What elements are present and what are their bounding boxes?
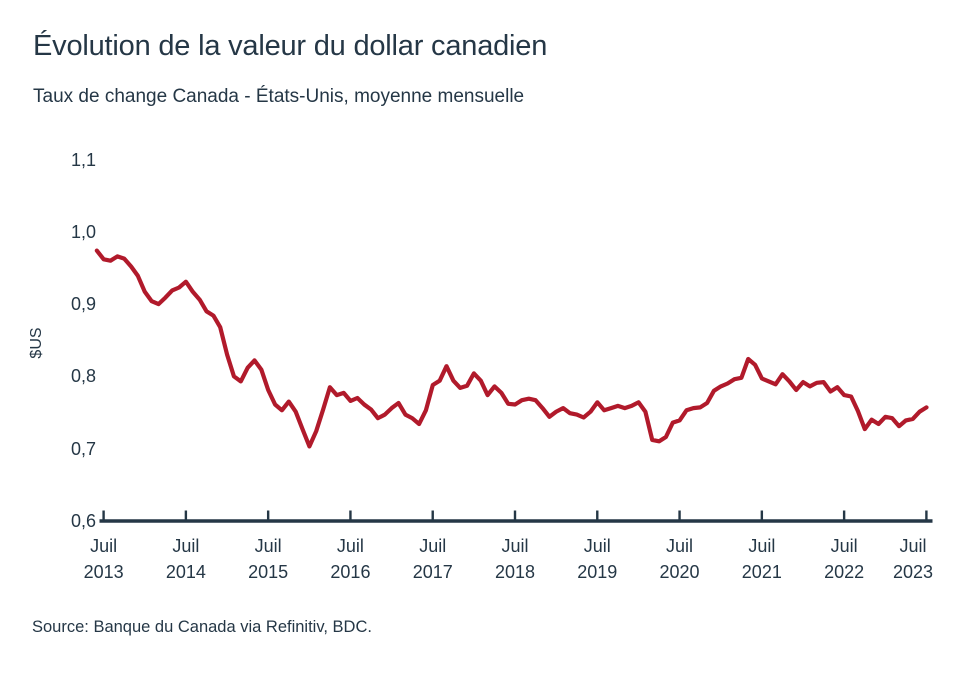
x-tick-month: Juil [90, 536, 118, 556]
x-tick-month: Juil [419, 536, 447, 556]
y-tick-label: 0,8 [70, 366, 96, 387]
exchange-rate-line [94, 248, 929, 449]
x-tick-year: 2019 [577, 562, 618, 582]
x-tick-month: Juil [583, 536, 611, 556]
x-tick-label: Juil 2023 [867, 536, 959, 582]
x-tick-label: Juil 2022 [798, 536, 890, 582]
x-tick-label: Juil 2014 [140, 536, 232, 582]
y-tick-label: 1,1 [70, 149, 96, 170]
x-tick-year: 2015 [248, 562, 289, 582]
x-tick-month: Juil [336, 536, 364, 556]
x-tick-month: Juil [501, 536, 529, 556]
chart-subtitle: Taux de change Canada - États-Unis, moye… [33, 86, 525, 107]
chart-title: Évolution de la valeur du dollar canadie… [33, 30, 548, 62]
x-tick-label: Juil 2013 [58, 536, 150, 582]
x-tick-label: Juil 2021 [716, 536, 808, 582]
x-tick-label: Juil 2020 [634, 536, 726, 582]
x-tick-year: 2017 [412, 562, 453, 582]
x-tick-label: Juil 2017 [387, 536, 479, 582]
x-tick-month: Juil [748, 536, 776, 556]
x-tick-year: 2021 [741, 562, 782, 582]
x-tick-year: 2013 [83, 562, 124, 582]
x-tick-month: Juil [254, 536, 282, 556]
x-tick-year: 2016 [330, 562, 371, 582]
x-tick-label: Juil 2016 [304, 536, 396, 582]
y-tick-label: 0,9 [70, 294, 96, 315]
x-tick-year: 2023 [892, 562, 934, 582]
x-tick-month: Juil [666, 536, 694, 556]
x-tick-year: 2022 [824, 562, 865, 582]
x-tick-month: Juil [830, 536, 858, 556]
x-tick-label: Juil 2018 [469, 536, 561, 582]
x-tick-year: 2020 [659, 562, 700, 582]
chart-source: Source: Banque du Canada via Refinitiv, … [32, 618, 372, 636]
x-tick-month: Juil [899, 536, 927, 556]
y-tick-label: 0,6 [70, 510, 96, 531]
x-tick-year: 2018 [494, 562, 536, 582]
x-tick-label: Juil 2019 [551, 536, 643, 582]
x-tick-label: Juil 2015 [222, 536, 314, 582]
y-tick-label: 1,0 [70, 221, 96, 242]
x-tick-year: 2014 [165, 562, 206, 582]
x-tick-month: Juil [172, 536, 200, 556]
y-tick-label: 0,7 [70, 438, 96, 459]
